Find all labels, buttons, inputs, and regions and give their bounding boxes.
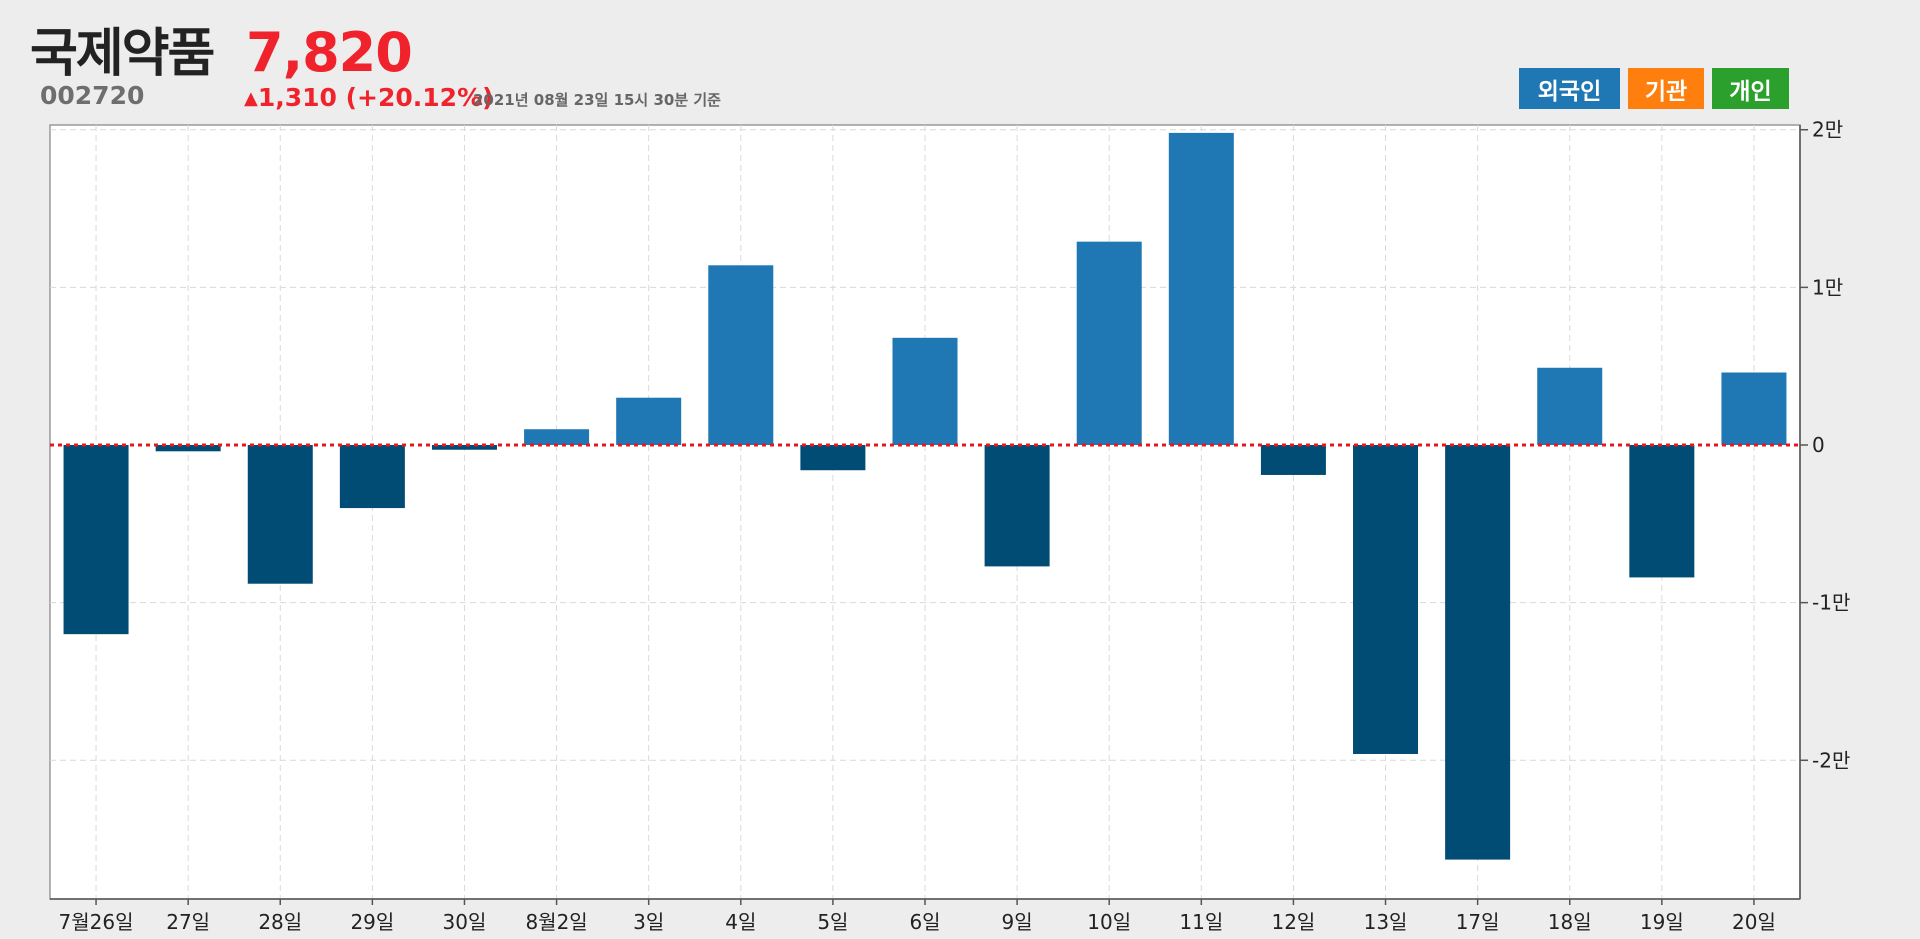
y-tick-label: 2만 <box>1812 118 1843 142</box>
bar <box>247 445 313 584</box>
bar <box>1629 445 1695 578</box>
x-tick-label: 5일 <box>817 910 848 934</box>
stock-code: 002720 <box>40 81 145 110</box>
bar <box>800 445 866 471</box>
tab-individual[interactable]: 개인 <box>1712 68 1789 109</box>
bar <box>1445 445 1511 860</box>
x-tick-label: 13일 <box>1364 910 1408 934</box>
x-tick-label: 29일 <box>350 910 394 934</box>
bar <box>524 429 590 446</box>
y-tick-label: 1만 <box>1812 275 1843 299</box>
x-tick-label: 8월2일 <box>525 910 587 934</box>
tab-foreign-investor[interactable]: 외국인 <box>1519 68 1620 109</box>
bar <box>1076 241 1142 446</box>
bar <box>616 397 682 446</box>
x-tick-label: 17일 <box>1456 910 1500 934</box>
bar <box>155 445 221 452</box>
x-tick-label: 11일 <box>1179 910 1223 934</box>
y-tick-label: -1만 <box>1812 591 1850 615</box>
bar <box>1260 445 1326 475</box>
x-tick-label: 27일 <box>166 910 210 934</box>
bar <box>892 337 958 446</box>
bar <box>339 445 405 509</box>
y-tick-label: 0 <box>1812 433 1825 457</box>
stock-name: 국제약품 <box>30 24 215 84</box>
bar <box>708 265 774 446</box>
bar <box>1537 367 1603 446</box>
x-tick-label: 18일 <box>1548 910 1592 934</box>
bar <box>984 445 1050 567</box>
x-tick-label: 28일 <box>258 910 302 934</box>
x-tick-label: 20일 <box>1732 910 1776 934</box>
bar <box>63 445 129 635</box>
up-triangle-icon: ▲ <box>244 88 258 109</box>
x-tick-label: 3일 <box>633 910 664 934</box>
bar <box>1168 132 1234 446</box>
bar <box>1353 445 1419 754</box>
x-tick-label: 6일 <box>909 910 940 934</box>
y-tick-label: -2만 <box>1812 748 1850 772</box>
stock-price: 7,820 <box>246 21 413 84</box>
x-tick-label: 9일 <box>1002 910 1033 934</box>
stock-header: 국제약품 002720 7,820 ▲1,310 (+20.12%) 2021년… <box>0 0 1920 125</box>
x-tick-label: 12일 <box>1271 910 1315 934</box>
x-tick-label: 4일 <box>725 910 756 934</box>
x-tick-label: 10일 <box>1087 910 1131 934</box>
price-change: ▲1,310 (+20.12%) <box>244 83 494 114</box>
as-of-timestamp: 2021년 08월 23일 15시 30분 기준 <box>473 91 721 109</box>
tab-institution[interactable]: 기관 <box>1628 68 1704 109</box>
price-change-value: 1,310 (+20.12%) <box>257 83 494 112</box>
x-tick-label: 30일 <box>443 910 487 934</box>
x-tick-label: 7월26일 <box>59 910 134 934</box>
bar <box>431 445 497 450</box>
x-tick-label: 19일 <box>1640 910 1684 934</box>
bar <box>1721 372 1787 446</box>
